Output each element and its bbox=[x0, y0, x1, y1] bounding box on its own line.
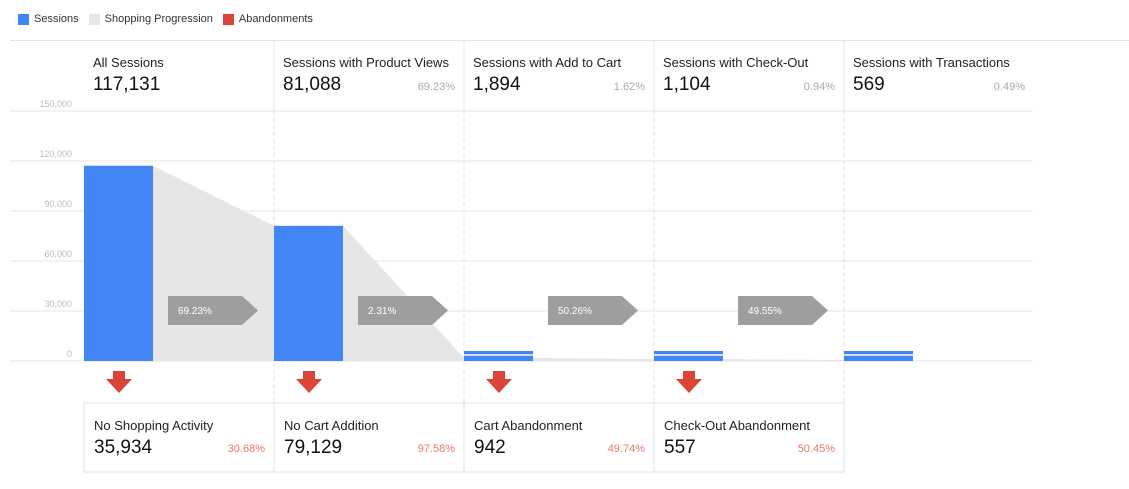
legend-item-abandonments[interactable]: Abandonments bbox=[222, 13, 313, 25]
abandonment-arrow-3 bbox=[486, 371, 512, 393]
abandonment-arrow-4 bbox=[676, 371, 702, 393]
abandonment-pct-4: 50.45% bbox=[798, 443, 836, 455]
stage-pct-2: 69.23% bbox=[418, 81, 456, 93]
sessions-bar-4 bbox=[654, 351, 723, 361]
stage-count-4: 1,104 bbox=[663, 74, 711, 95]
progression-area-2 bbox=[343, 225, 464, 361]
y-tick-label: 150,000 bbox=[39, 99, 72, 109]
progression-arrow-4 bbox=[738, 296, 828, 325]
progression-area-3 bbox=[533, 357, 654, 361]
abandonment-title-3: Cart Abandonment bbox=[474, 418, 583, 433]
abandonment-count-2: 79,129 bbox=[284, 437, 342, 458]
progression-area-4 bbox=[723, 359, 844, 361]
legend-swatch-sessions bbox=[18, 13, 29, 25]
abandonment-title-4: Check-Out Abandonment bbox=[664, 418, 810, 433]
y-tick-label: 30,000 bbox=[44, 299, 72, 309]
legend: Sessions Shopping Progression Abandonmen… bbox=[18, 11, 323, 27]
stage-title-2: Sessions with Product Views bbox=[283, 55, 449, 70]
y-tick-label: 90,000 bbox=[44, 199, 72, 209]
progression-arrow-1 bbox=[168, 296, 258, 325]
progression-rate-label: 69.23% bbox=[178, 306, 212, 317]
legend-label-abandonments: Abandonments bbox=[238, 13, 313, 25]
sessions-bar-1 bbox=[84, 165, 153, 361]
legend-divider bbox=[10, 40, 1129, 41]
abandonment-pct-2: 97.58% bbox=[418, 443, 456, 455]
y-tick-label: 120,000 bbox=[39, 149, 72, 159]
legend-label-sessions: Sessions bbox=[34, 13, 79, 25]
stage-pct-3: 1.62% bbox=[614, 81, 645, 93]
legend-swatch-abandonments bbox=[222, 13, 234, 25]
y-tick-label: 60,000 bbox=[44, 249, 72, 259]
stage-title-5: Sessions with Transactions bbox=[853, 55, 1010, 70]
abandonment-arrow-2 bbox=[296, 371, 322, 393]
stage-pct-5: 0.49% bbox=[994, 81, 1025, 93]
abandonment-arrow-1 bbox=[106, 371, 132, 393]
stage-count-5: 569 bbox=[853, 74, 885, 95]
abandonment-title-1: No Shopping Activity bbox=[94, 418, 214, 433]
progression-rate-label: 2.31% bbox=[368, 306, 396, 317]
progression-arrow-2 bbox=[358, 296, 448, 325]
legend-item-sessions[interactable]: Sessions bbox=[18, 13, 79, 25]
legend-swatch-shopping-progression bbox=[88, 13, 100, 25]
stage-pct-4: 0.94% bbox=[804, 81, 835, 93]
stage-title-4: Sessions with Check-Out bbox=[663, 55, 809, 70]
progression-arrow-3 bbox=[548, 296, 638, 325]
sessions-bar-5 bbox=[844, 351, 913, 361]
stage-count-1: 117,131 bbox=[93, 74, 160, 95]
y-tick-label: 0 bbox=[67, 349, 72, 359]
stage-title-3: Sessions with Add to Cart bbox=[473, 55, 622, 70]
abandonment-count-1: 35,934 bbox=[94, 437, 153, 458]
abandonment-count-4: 557 bbox=[664, 437, 696, 458]
sessions-bar-3 bbox=[464, 351, 533, 361]
sessions-bar-2 bbox=[274, 225, 343, 361]
progression-rate-label: 49.55% bbox=[748, 306, 782, 317]
stage-count-3: 1,894 bbox=[473, 74, 521, 95]
stage-title-1: All Sessions bbox=[93, 55, 164, 70]
stage-count-2: 81,088 bbox=[283, 74, 341, 95]
legend-item-shopping-progression[interactable]: Shopping Progression bbox=[88, 13, 213, 25]
abandonment-count-3: 942 bbox=[474, 437, 506, 458]
legend-label-shopping-progression: Shopping Progression bbox=[104, 13, 213, 25]
progression-rate-label: 50.26% bbox=[558, 306, 592, 317]
abandonment-pct-1: 30.68% bbox=[228, 443, 266, 455]
progression-area-1 bbox=[153, 165, 274, 361]
abandonment-pct-3: 49.74% bbox=[608, 443, 646, 455]
abandonment-title-2: No Cart Addition bbox=[284, 418, 379, 433]
